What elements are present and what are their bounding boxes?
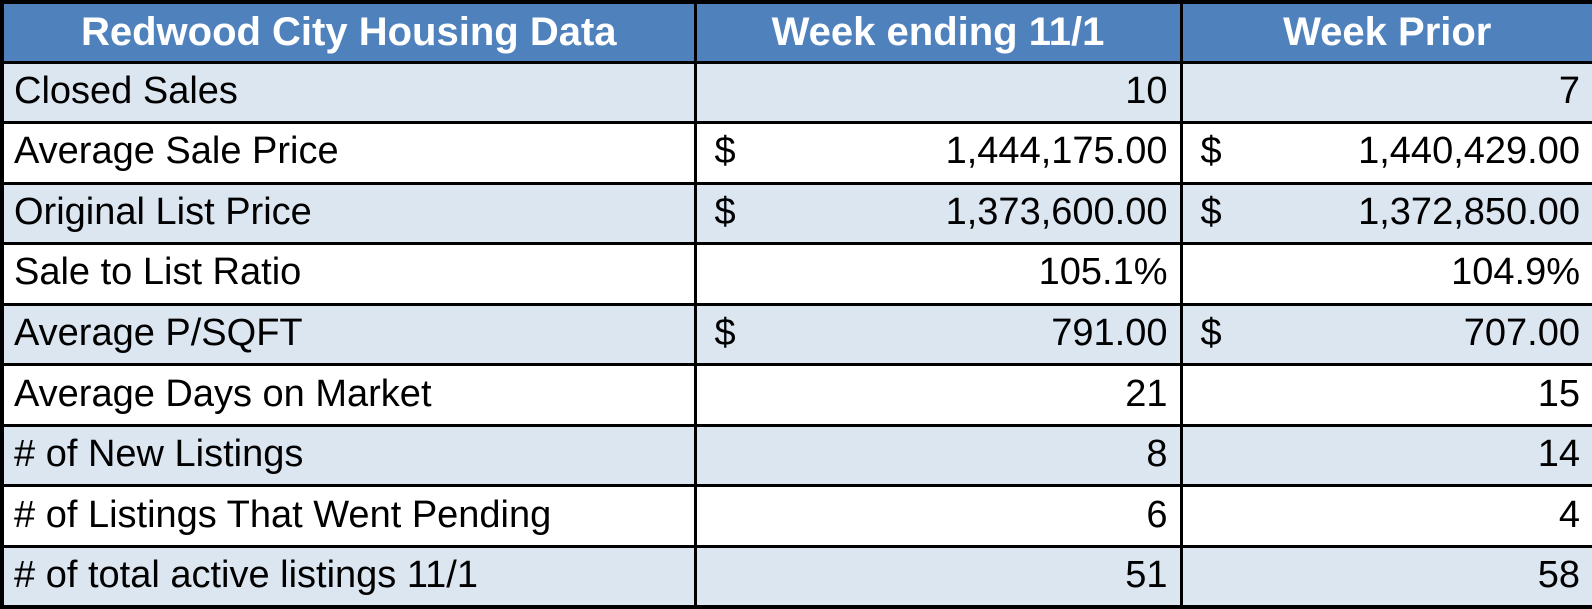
current-week-value: 791.00 <box>1051 311 1168 354</box>
row-label-cell: Closed Sales <box>0 60 697 125</box>
dollar-sign: $ <box>714 190 736 233</box>
prior-week-cell: $ 707.00 <box>1179 302 1592 367</box>
prior-week-cell: 104.9% <box>1179 242 1592 306</box>
current-week-value: 1,373,600.00 <box>945 190 1168 233</box>
prior-week-value: 15 <box>1537 372 1580 415</box>
prior-week-cell: $ 1,440,429.00 <box>1179 121 1592 185</box>
row-label-cell: Average Days on Market <box>0 363 697 427</box>
header-cell-week-prior: Week Prior <box>1179 0 1592 64</box>
prior-week-cell: 14 <box>1179 423 1592 488</box>
current-week-value: 10 <box>1125 69 1168 112</box>
current-week-cell: 105.1% <box>693 242 1183 306</box>
current-week-cell: 8 <box>693 423 1183 488</box>
prior-week-value: 1,440,429.00 <box>1358 130 1580 173</box>
row-label: Average Sale Price <box>14 130 339 173</box>
current-week-cell: 21 <box>693 363 1183 427</box>
table-row: Average Days on Market 21 15 <box>0 363 1592 427</box>
prior-week-value: 1,372,850.00 <box>1358 190 1580 233</box>
prior-week-value: 7 <box>1558 69 1580 112</box>
current-week-value: 1,444,175.00 <box>945 130 1168 173</box>
current-week-value: 51 <box>1125 553 1168 596</box>
prior-week-cell: 15 <box>1179 363 1592 427</box>
table-body: Closed Sales 10 7 Average Sale Price $ 1… <box>0 60 1592 609</box>
table-row: # of Listings That Went Pending 6 4 <box>0 484 1592 548</box>
row-label: Average P/SQFT <box>14 311 303 354</box>
current-week-cell: $ 791.00 <box>693 302 1183 367</box>
row-label: Average Days on Market <box>14 372 432 415</box>
table-row: Original List Price $ 1,373,600.00 $ 1,3… <box>0 181 1592 246</box>
current-week-cell: $ 1,444,175.00 <box>693 121 1183 185</box>
current-week-cell: $ 1,373,600.00 <box>693 181 1183 246</box>
dollar-sign: $ <box>1200 311 1222 354</box>
row-label-cell: # of total active listings 11/1 <box>0 544 697 609</box>
prior-week-value: 4 <box>1558 493 1580 536</box>
row-label: # of New Listings <box>14 433 304 476</box>
header-cell-title: Redwood City Housing Data <box>0 0 697 64</box>
current-week-cell: 6 <box>693 484 1183 548</box>
current-week-cell: 10 <box>693 60 1183 125</box>
dollar-sign: $ <box>1200 130 1222 173</box>
dollar-sign: $ <box>714 130 736 173</box>
prior-week-cell: 58 <box>1179 544 1592 609</box>
prior-week-cell: 4 <box>1179 484 1592 548</box>
prior-week-cell: 7 <box>1179 60 1592 125</box>
header-cell-current-week: Week ending 11/1 <box>693 0 1183 64</box>
prior-week-value: 104.9% <box>1451 251 1580 294</box>
current-week-value: 8 <box>1146 433 1168 476</box>
row-label-cell: Sale to List Ratio <box>0 242 697 306</box>
table-row: Average Sale Price $ 1,444,175.00 $ 1,44… <box>0 121 1592 185</box>
row-label: # of total active listings 11/1 <box>14 553 478 596</box>
current-week-value: 6 <box>1146 493 1168 536</box>
row-label-cell: # of Listings That Went Pending <box>0 484 697 548</box>
row-label: Sale to List Ratio <box>14 251 302 294</box>
current-week-value: 105.1% <box>1038 251 1168 294</box>
dollar-sign: $ <box>1200 190 1222 233</box>
dollar-sign: $ <box>714 311 736 354</box>
row-label: Original List Price <box>14 190 312 233</box>
row-label-cell: Average Sale Price <box>0 121 697 185</box>
prior-week-value: 707.00 <box>1463 311 1580 354</box>
prior-week-value: 58 <box>1537 553 1580 596</box>
row-label: # of Listings That Went Pending <box>14 493 552 536</box>
row-label-cell: Average P/SQFT <box>0 302 697 367</box>
table-row: # of total active listings 11/1 51 58 <box>0 544 1592 609</box>
prior-week-value: 14 <box>1537 433 1580 476</box>
table-row: Average P/SQFT $ 791.00 $ 707.00 <box>0 302 1592 367</box>
row-label-cell: Original List Price <box>0 181 697 246</box>
current-week-value: 21 <box>1125 372 1168 415</box>
prior-week-cell: $ 1,372,850.00 <box>1179 181 1592 246</box>
row-label-cell: # of New Listings <box>0 423 697 488</box>
table-row: # of New Listings 8 14 <box>0 423 1592 488</box>
current-week-cell: 51 <box>693 544 1183 609</box>
table-header-row: Redwood City Housing Data Week ending 11… <box>0 0 1592 64</box>
table-row: Sale to List Ratio 105.1% 104.9% <box>0 242 1592 306</box>
table-row: Closed Sales 10 7 <box>0 60 1592 125</box>
row-label: Closed Sales <box>14 69 238 112</box>
